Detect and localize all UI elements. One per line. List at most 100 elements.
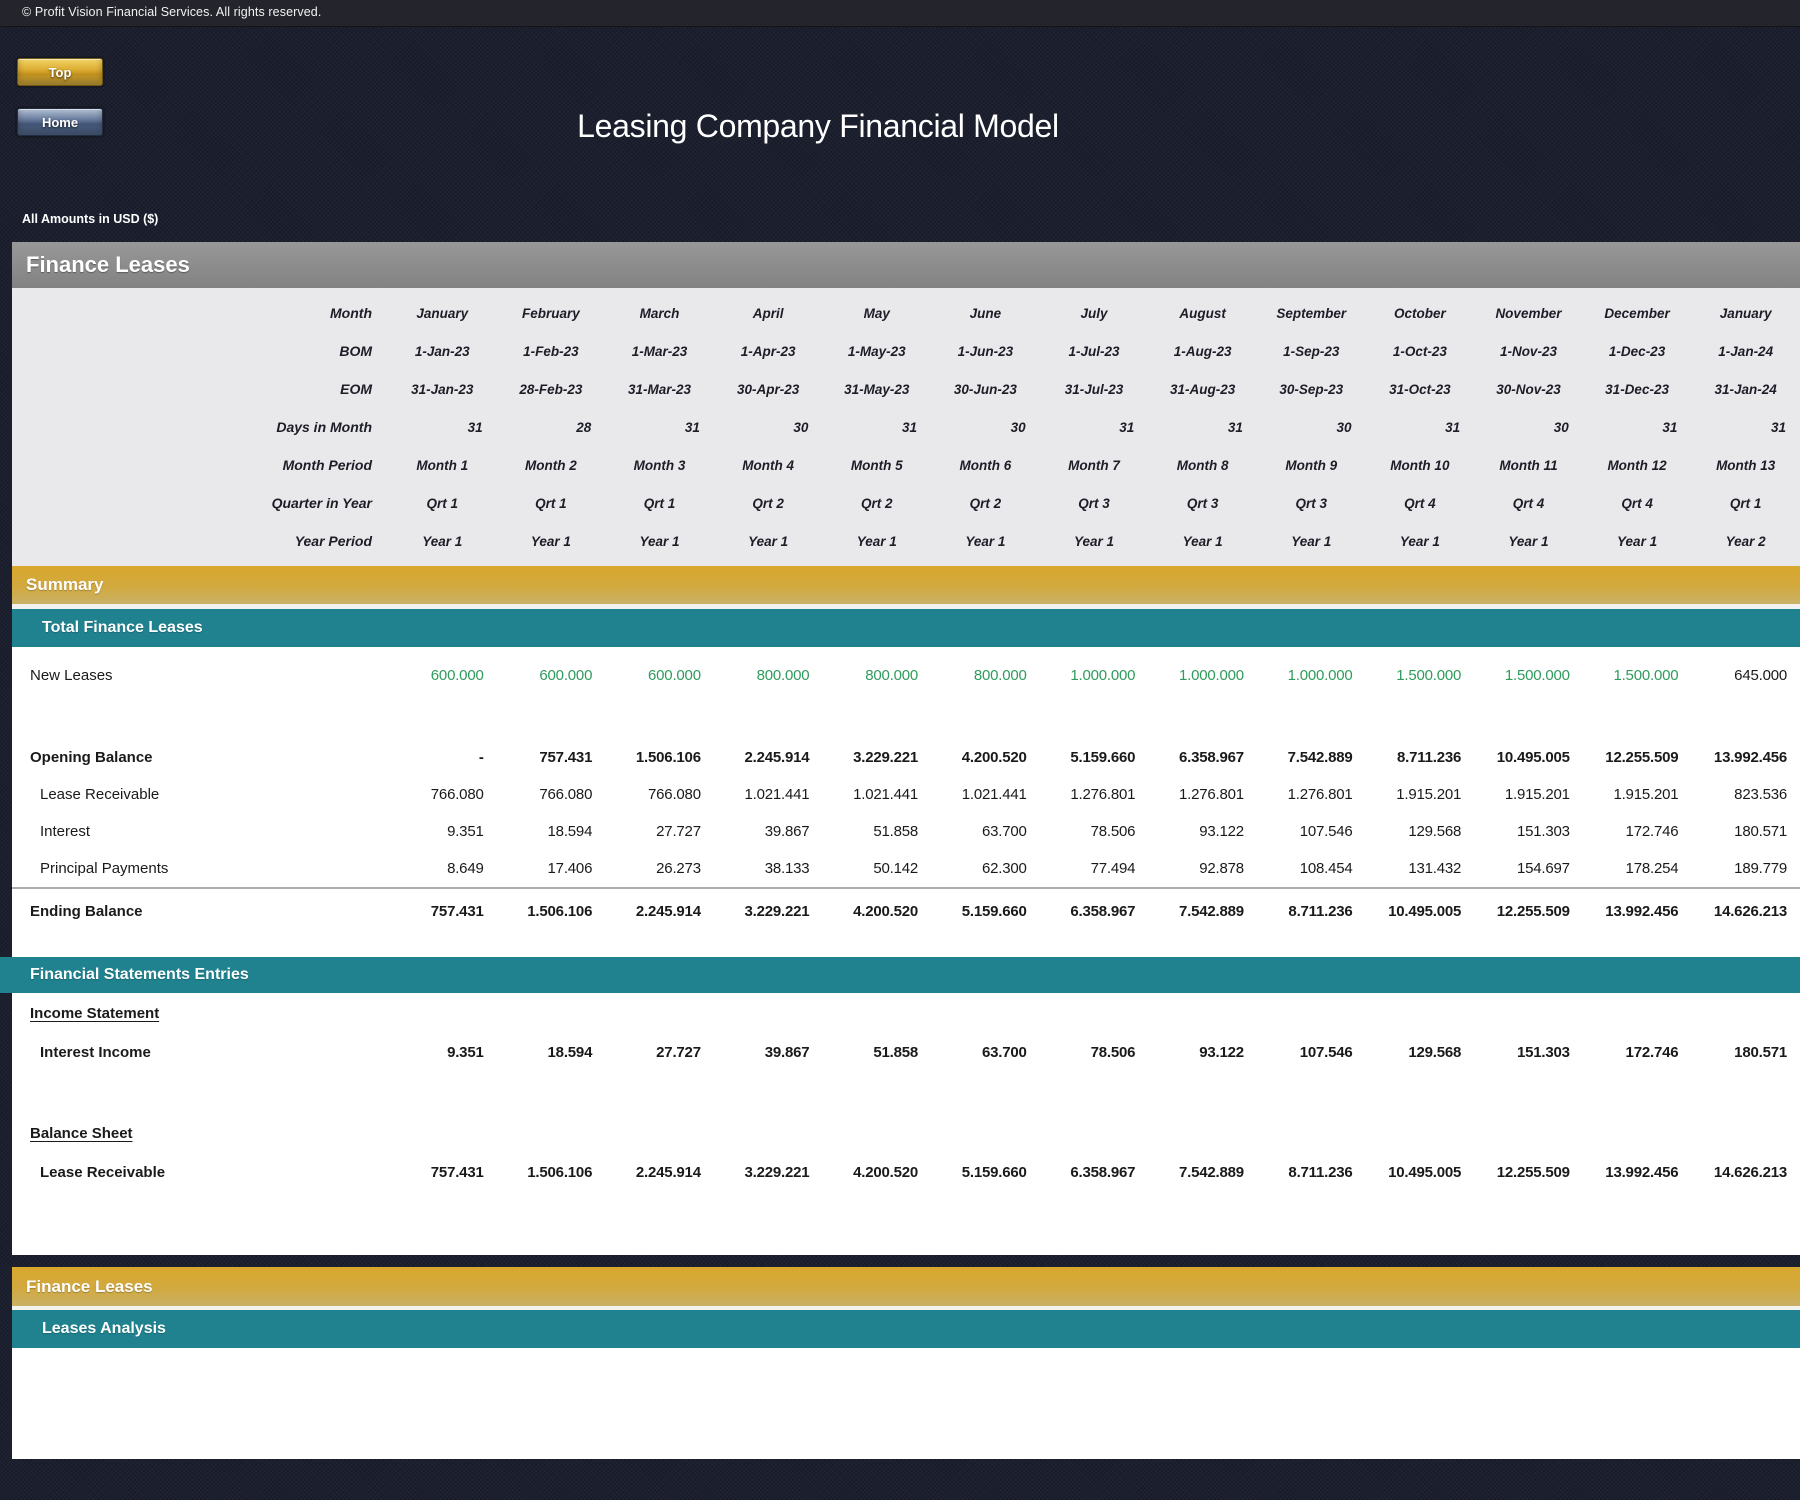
calendar-cell: July (1080, 305, 1108, 321)
row-bs-lease-receivable: Lease Receivable 757.431 1.506.106 2.245.91… (12, 1153, 1800, 1191)
calendar-cell: Month 9 (1285, 457, 1338, 473)
page-title: Leasing Company Financial Model (577, 108, 1059, 144)
value-cell: 5.159.660 (1070, 749, 1136, 766)
calendar-cell: Month 8 (1176, 457, 1229, 473)
spacer (12, 693, 1800, 739)
income-statement-heading: Income Statement (30, 1004, 160, 1022)
row-label: Lease Receivable (40, 1163, 166, 1181)
value-cell: 1.500.000 (1613, 666, 1679, 684)
calendar-cell: 30-Nov-23 (1496, 381, 1561, 397)
value-cell: 38.133 (764, 860, 810, 877)
calendar-cell: Qrt 3 (1295, 495, 1327, 511)
value-cell: 93.122 (1199, 823, 1244, 840)
calendar-cell: Qrt 3 (1078, 495, 1110, 511)
calendar-cell: Month 4 (742, 457, 795, 473)
value-cell: 7.542.889 (1178, 1163, 1244, 1181)
row-ending-balance: Ending Balance 757.431 1.506.106 2.245.914 3… (12, 887, 1800, 933)
calendar-cell: 1-Feb-23 (523, 343, 579, 359)
calendar-cell: 28 (576, 419, 592, 435)
calendar-cell: 31 (467, 419, 483, 435)
value-cell: 77.494 (1090, 860, 1136, 877)
calendar-cell: Qrt 1 (1729, 495, 1762, 511)
calendar-cell: 1-Jan-24 (1718, 343, 1774, 359)
value-cell: 1.000.000 (1178, 666, 1244, 684)
calendar-cell: Year 1 (856, 533, 897, 549)
income-statement-heading-row: Income Statement (12, 993, 1800, 1033)
value-cell: 1.021.441 (744, 786, 810, 803)
calendar-cell: Qrt 1 (643, 495, 676, 511)
value-cell: 12.255.509 (1496, 902, 1570, 920)
value-cell: 7.542.889 (1178, 902, 1244, 920)
value-cell: 2.245.914 (635, 1163, 701, 1181)
calendar-cell: September (1276, 305, 1347, 321)
value-cell: 9.351 (447, 823, 484, 840)
value-cell: 78.506 (1090, 1043, 1136, 1061)
value-cell: 1.000.000 (1070, 666, 1136, 684)
calendar-cell: Year 1 (1399, 533, 1440, 549)
calendar-cell: Month 1 (416, 457, 469, 473)
calendar-cell: 1-Jun-23 (957, 343, 1014, 359)
calendar-cell: 31 (1770, 419, 1786, 435)
value-cell: 823.536 (1734, 786, 1787, 803)
calendar-cell: April (752, 305, 784, 321)
calendar-cell: Year 2 (1725, 533, 1766, 549)
value-cell: 8.711.236 (1288, 902, 1353, 920)
calendar-cell: Year 1 (1073, 533, 1115, 549)
calendar-cell: Qrt 4 (1621, 495, 1653, 511)
calendar-cell: Month 10 (1390, 457, 1450, 473)
value-cell: 4.200.520 (961, 749, 1027, 766)
calendar-row-label: Year Period (294, 533, 372, 549)
calendar-cell: 31-Aug-23 (1169, 381, 1236, 397)
value-cell: 180.571 (1734, 1043, 1787, 1061)
value-cell: 14.626.213 (1713, 902, 1787, 920)
value-cell: 757.431 (430, 1163, 484, 1181)
calendar-cell: 1-Apr-23 (740, 343, 796, 359)
value-cell: 17.406 (547, 860, 593, 877)
section-bar-leases-analysis: Leases Analysis (12, 1310, 1800, 1348)
value-cell: 1.500.000 (1504, 666, 1570, 684)
value-cell: 1.021.441 (961, 786, 1027, 803)
value-cell: 800.000 (756, 666, 810, 684)
value-cell: 107.546 (1299, 1043, 1353, 1061)
calendar-cell: 31 (1445, 419, 1461, 435)
value-cell: 12.255.509 (1496, 1163, 1570, 1181)
calendar-cell: Year 1 (1508, 533, 1549, 549)
calendar-cell: 1-May-23 (847, 343, 906, 359)
calendar-cell: Qrt 2 (752, 495, 784, 511)
section-bar-finance-leases-bottom: Finance Leases (12, 1267, 1800, 1306)
calendar-cell: 1-Dec-23 (1608, 343, 1666, 359)
summary-table: New Leases 600.000 600.000 600.000 800.000 80… (12, 647, 1800, 957)
value-cell: 2.245.914 (744, 749, 810, 766)
value-cell: 1.915.201 (1613, 786, 1679, 803)
calendar-cell: Qrt 3 (1186, 495, 1219, 511)
calendar-cell: January (1719, 305, 1772, 321)
home-button[interactable]: Home (17, 108, 103, 136)
value-cell: 50.142 (873, 860, 919, 877)
calendar-cell: 30 (1553, 419, 1569, 435)
calendar-cell: Year 1 (1617, 533, 1658, 549)
row-interest: Interest 9.351 18.594 27.727 39.867 51.858 63.… (12, 813, 1800, 850)
calendar-cell: 30-Apr-23 (737, 381, 800, 397)
spacer (12, 1071, 1800, 1113)
value-cell: 10.495.005 (1388, 902, 1462, 920)
value-cell: 757.431 (430, 902, 484, 920)
value-cell: 151.303 (1516, 1043, 1570, 1061)
calendar-cell: 30 (1336, 419, 1352, 435)
value-cell: 63.700 (982, 1043, 1027, 1061)
calendar-cell: 31-Jan-24 (1714, 381, 1777, 397)
calendar-row-month: Month January February March April May June Jul… (12, 294, 1800, 332)
value-cell: 3.229.221 (744, 902, 810, 920)
copyright-text: © Profit Vision Financial Services. All … (22, 5, 322, 19)
value-cell: 4.200.520 (853, 902, 919, 920)
spacer (12, 933, 1800, 957)
value-cell: 1.500.000 (1396, 666, 1462, 684)
row-label: Lease Receivable (40, 786, 160, 803)
calendar-cell: Qrt 1 (426, 495, 459, 511)
row-opening-balance: Opening Balance - 757.431 1.506.106 2.245.91… (12, 739, 1800, 776)
calendar-cell: 30-Jun-23 (953, 381, 1017, 397)
calendar-row-label: Month Period (282, 457, 372, 473)
top-button[interactable]: Top (17, 58, 103, 86)
row-label: New Leases (30, 666, 113, 684)
value-cell: 3.229.221 (744, 1163, 810, 1181)
